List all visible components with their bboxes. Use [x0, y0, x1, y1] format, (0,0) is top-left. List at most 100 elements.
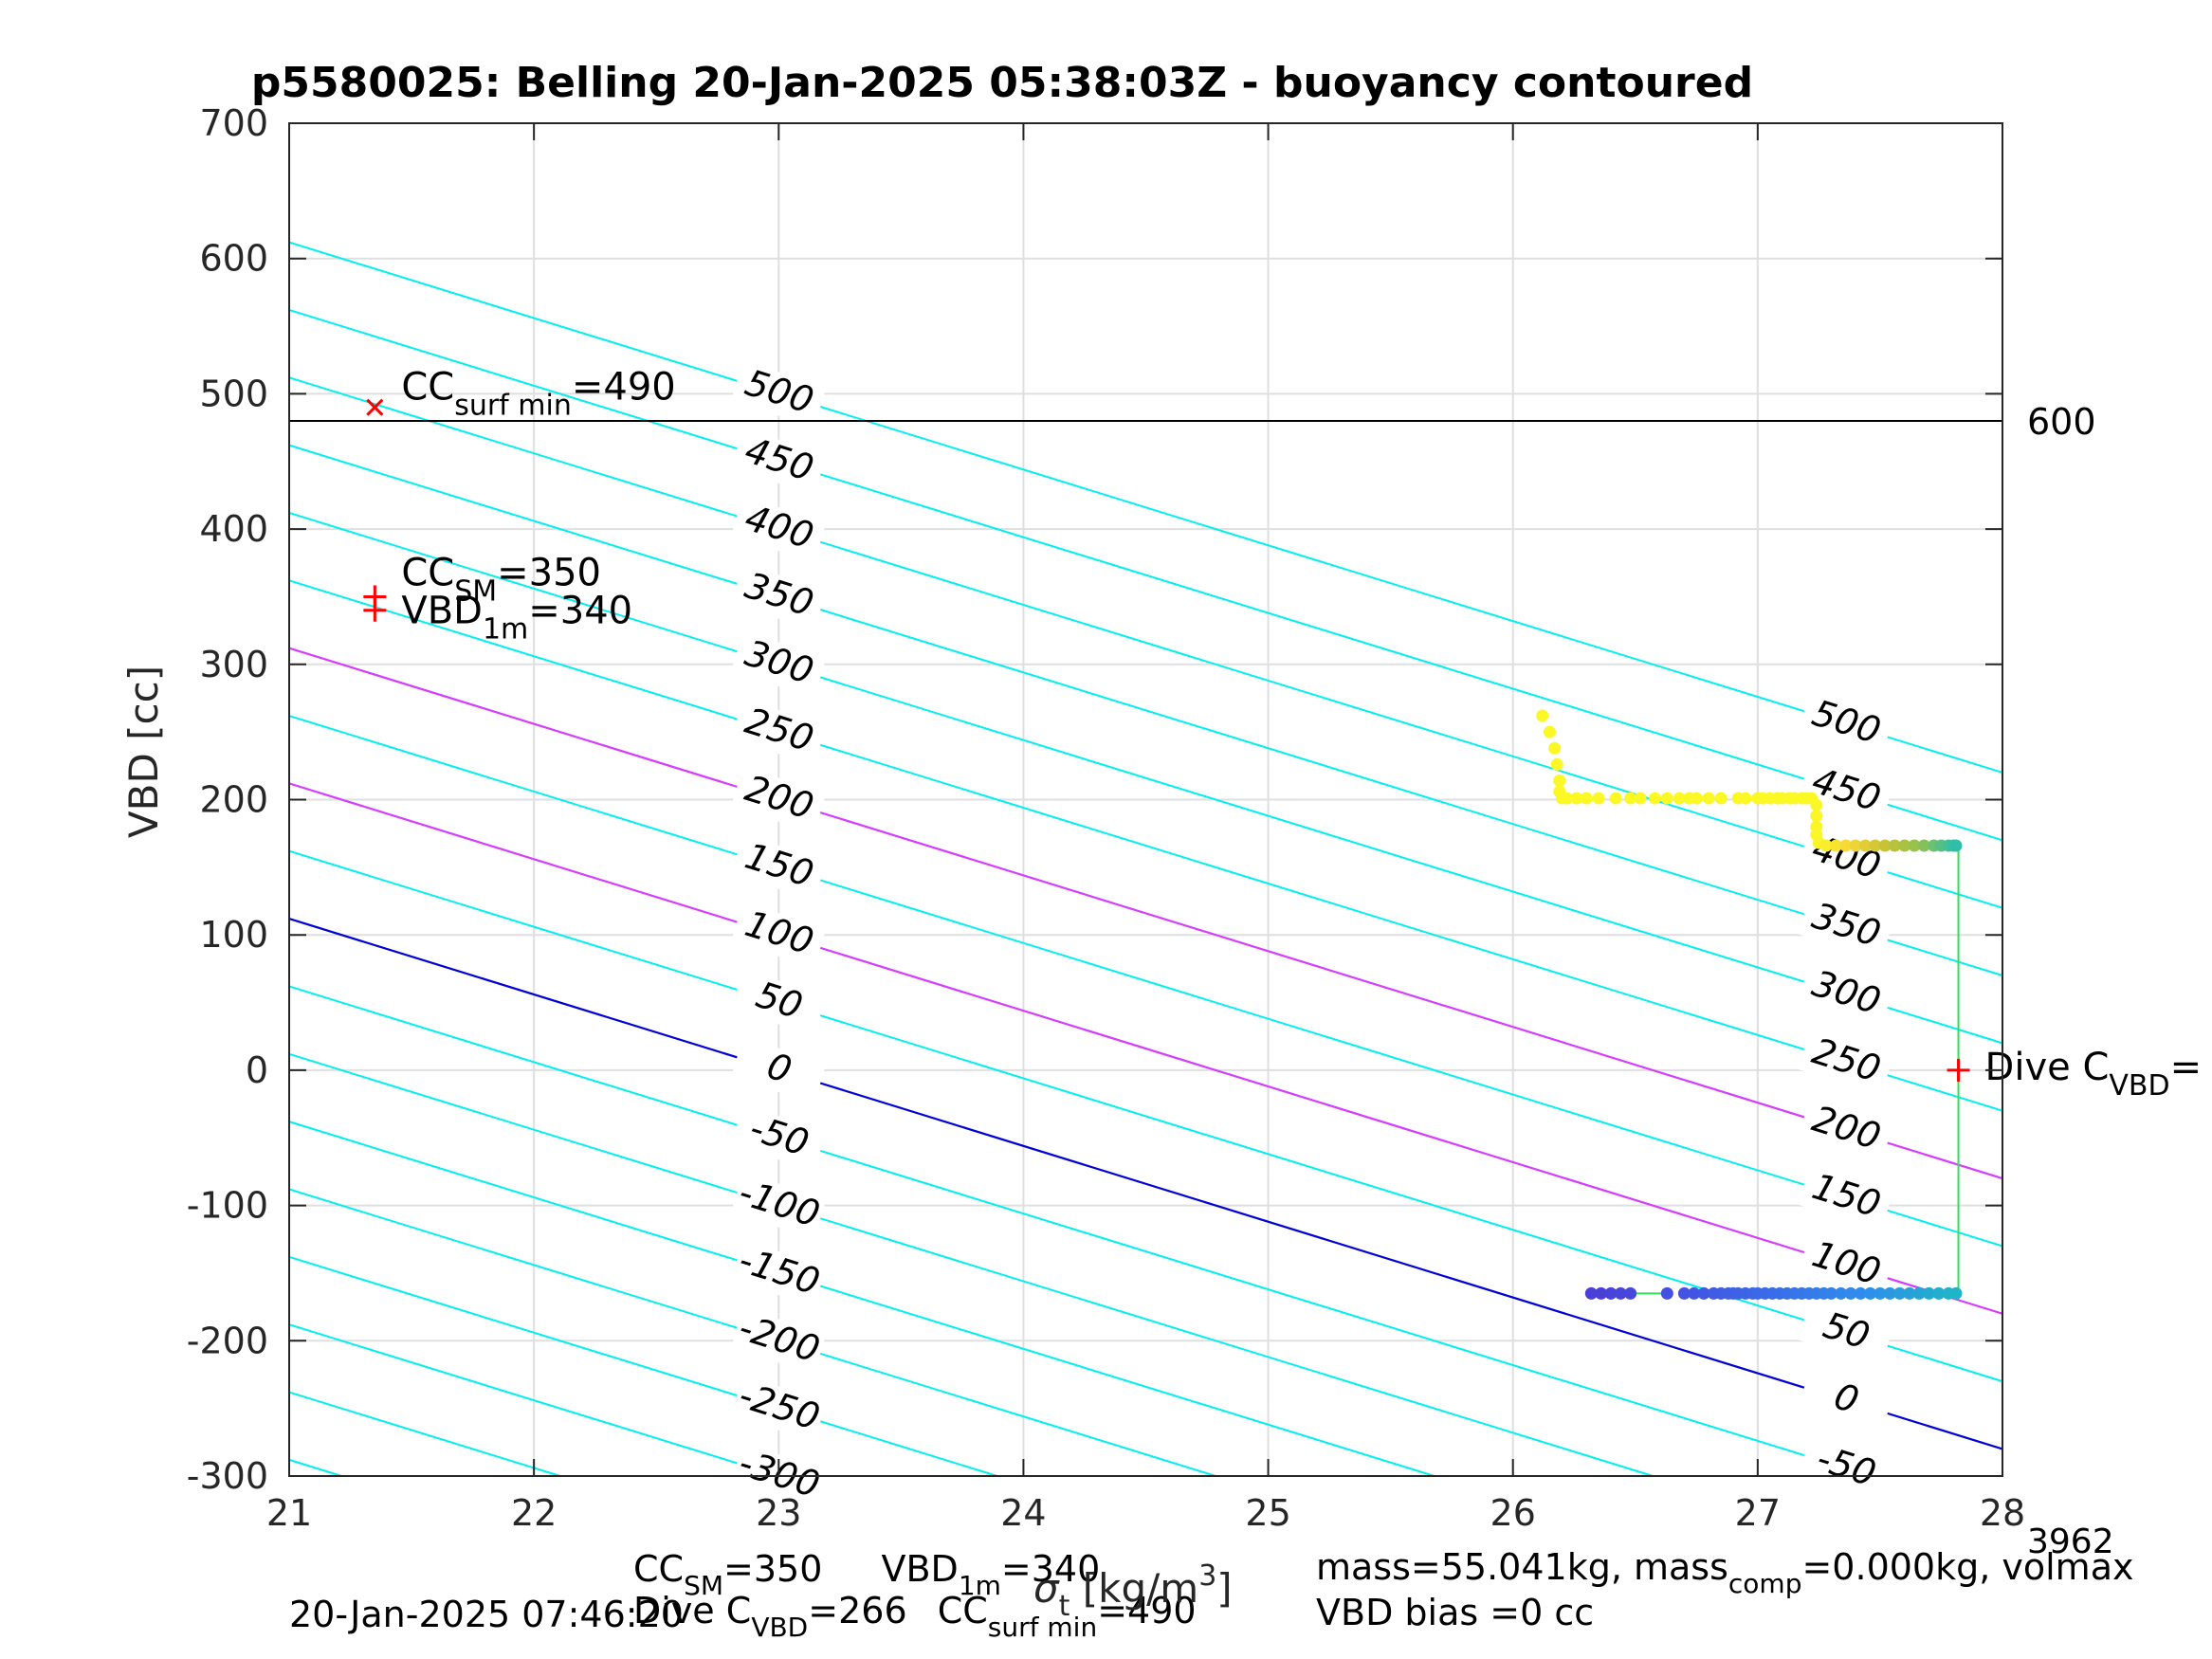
footer-dive-base: Dive C	[633, 1590, 751, 1632]
x-axis-label-base: σ	[1033, 1565, 1060, 1612]
x-tick-label: 21	[266, 1492, 312, 1534]
contour-line	[288, 579, 2003, 1112]
y-tick-label: 100	[199, 914, 268, 956]
contour-label-halo	[1798, 758, 1894, 825]
footer-vbd-value: =340	[1001, 1548, 1100, 1590]
y-tick-label: -300	[187, 1455, 268, 1497]
x-axis-label-sup: 3	[1198, 1559, 1216, 1593]
contour-label-halo	[1798, 894, 1894, 960]
contour-label-halo	[730, 1376, 827, 1442]
footer-timestamp: 20-Jan-2025 07:46:20	[289, 1594, 684, 1635]
y-tick-label: 500	[199, 373, 268, 414]
cc-surf-min-marker	[366, 398, 384, 416]
climb-point	[1739, 792, 1752, 805]
climb-point	[1536, 709, 1549, 722]
dive-c-vbd-label: Dive CVBD=	[1985, 1046, 2203, 1103]
dive-point	[1903, 1286, 1916, 1300]
data-points	[1536, 709, 1963, 1300]
contour-label-halo	[730, 1240, 827, 1306]
x-tick-label: 26	[1490, 1492, 1536, 1534]
dive-point	[1660, 1286, 1673, 1300]
x-tick-label: 25	[1245, 1492, 1290, 1534]
climb-point	[1570, 792, 1583, 805]
contour-line	[288, 1052, 1654, 1477]
climb-point	[1829, 839, 1842, 852]
dive-point	[1893, 1286, 1907, 1300]
footer-cc-value: =350	[723, 1548, 822, 1590]
climb-point	[1543, 725, 1556, 738]
climb-point	[1869, 839, 1882, 852]
contour-label-halo	[730, 1172, 827, 1239]
climb-point	[1624, 792, 1637, 805]
buoyancy-contours	[288, 241, 2003, 1477]
footer-ccsurf-value: =490	[1097, 1590, 1196, 1632]
contour-label-halo	[1798, 1435, 1894, 1502]
footer-dive-value: =266	[808, 1590, 906, 1632]
contour-line	[288, 1391, 561, 1477]
footer-mass-a: mass=55.041kg, mass	[1316, 1546, 1728, 1588]
axes: 21 22 23 24 25 26 27 28 -300 -200 -100 0 100 200 300 40…	[187, 102, 2025, 1534]
climb-point	[1908, 839, 1921, 852]
dive-point	[1932, 1286, 1946, 1300]
x-axis-label-unit: [kg/m	[1083, 1565, 1198, 1612]
contour-label-halo	[1798, 1164, 1894, 1231]
climb-point	[1580, 792, 1593, 805]
contour-label-halo	[730, 902, 827, 968]
surface-line-group: 600	[289, 401, 2096, 443]
climb-point	[1660, 792, 1673, 805]
x-axis-label-close: ]	[1216, 1565, 1232, 1612]
footer-dive-sub: VBD	[751, 1612, 808, 1643]
y-tick-label: 700	[199, 102, 268, 144]
contour-label-halo	[1798, 691, 1894, 757]
climb-point	[1888, 839, 1901, 852]
dive-point	[1824, 1286, 1837, 1300]
dive-point	[1604, 1286, 1618, 1300]
contour-label-halo	[730, 969, 827, 1036]
contour-label-halo	[1798, 1367, 1894, 1433]
contour-label-halo	[730, 563, 827, 630]
chart-title: p5580025: Belling 20-Jan-2025 05:38:03Z …	[251, 59, 1753, 107]
contour-label-halo	[730, 360, 827, 428]
contour-label-halo	[730, 496, 827, 562]
dive-point	[1697, 1286, 1710, 1300]
y-tick-label: 300	[199, 644, 268, 685]
footer-ccsurf-base: CC	[938, 1590, 988, 1632]
contour-label-halo	[1798, 961, 1894, 1028]
contour-line	[288, 512, 2003, 1045]
x-tick-label: 27	[1735, 1492, 1781, 1534]
footer-vbd-bias: VBD bias =0 cc	[1316, 1592, 1594, 1633]
climb-point	[1878, 839, 1892, 852]
dive-point	[1844, 1286, 1857, 1300]
y-tick-label: 400	[199, 508, 268, 550]
climb-point	[1648, 792, 1661, 805]
dive-point	[1912, 1286, 1926, 1300]
contour-line	[288, 1255, 998, 1477]
contour-line	[288, 241, 2003, 774]
climb-point	[1810, 798, 1823, 811]
contour-label-halo	[730, 631, 827, 698]
climb-point	[1849, 839, 1862, 852]
contour-label-halo	[1798, 1097, 1894, 1163]
footer-cc-base: CC	[633, 1548, 684, 1590]
footer-cc-vbd: CCSM=350 VBD1m=340	[633, 1548, 1100, 1601]
climb-point	[1819, 839, 1833, 852]
climb-point	[1714, 792, 1728, 805]
dive-point	[1688, 1286, 1701, 1300]
dive-point	[1874, 1286, 1887, 1300]
climb-point	[1550, 757, 1563, 771]
contour-line	[288, 444, 2003, 976]
contour-line	[288, 1458, 342, 1477]
x-tick-label: 24	[1000, 1492, 1046, 1534]
dive-point	[1835, 1286, 1848, 1300]
y-axis-label: VBD [cc]	[120, 665, 167, 838]
footer: 20-Jan-2025 07:46:20 CCSM=350 VBD1m=340 …	[289, 1546, 2133, 1643]
climb-point	[1634, 792, 1647, 805]
dive-point	[1614, 1286, 1627, 1300]
y-tick-label: 600	[199, 238, 268, 280]
y-tick-label: 0	[246, 1049, 268, 1091]
zero-buoyancy-line	[288, 918, 2003, 1450]
climb-point	[1690, 792, 1703, 805]
climb-point	[1949, 839, 1963, 852]
